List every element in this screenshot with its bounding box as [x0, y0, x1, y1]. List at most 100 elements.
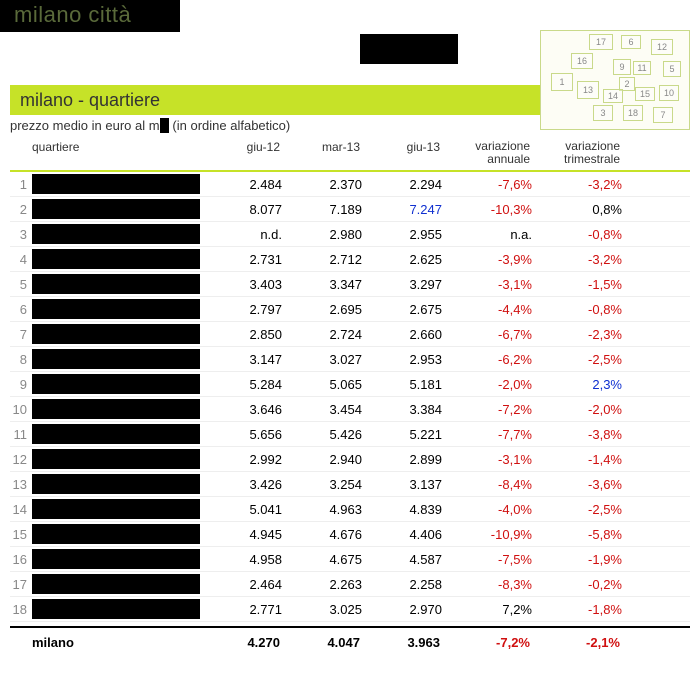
row-number: 12	[10, 452, 32, 467]
cell-giu13: 2.258	[362, 577, 442, 592]
cell-var-trimestrale: -0,8%	[532, 227, 622, 242]
table-footer: . milano 4.270 4.047 3.963 -7,2% -2,1%	[10, 626, 690, 656]
cell-giu13: 2.675	[362, 302, 442, 317]
row-number: 16	[10, 552, 32, 567]
row-number: 4	[10, 252, 32, 267]
map-district-11: 11	[633, 61, 651, 75]
cell-mar13: 4.676	[282, 527, 362, 542]
cell-var-annuale: -6,7%	[442, 327, 532, 342]
cell-giu12: 5.284	[202, 377, 282, 392]
footer-vt: -2,1%	[530, 635, 620, 650]
col-giu13: giu-13	[360, 140, 440, 166]
table-row: 42.7312.7122.625-3,9%-3,2%	[10, 247, 690, 272]
price-table: quartiere giu-12 mar-13 giu-13 variazion…	[10, 140, 690, 656]
table-row: 172.4642.2632.258-8,3%-0,2%	[10, 572, 690, 597]
cell-giu12: 4.958	[202, 552, 282, 567]
cell-var-trimestrale: -2,3%	[532, 327, 622, 342]
cell-giu12: 5.041	[202, 502, 282, 517]
row-number: 5	[10, 277, 32, 292]
cell-mar13: 4.675	[282, 552, 362, 567]
table-row: 122.9922.9402.899-3,1%-1,4%	[10, 447, 690, 472]
cell-giu12: 4.945	[202, 527, 282, 542]
row-number: 14	[10, 502, 32, 517]
district-map: 1761216911512131415103187	[540, 30, 690, 130]
row-number: 17	[10, 577, 32, 592]
table-header: quartiere giu-12 mar-13 giu-13 variazion…	[10, 140, 690, 172]
cell-giu13: 2.294	[362, 177, 442, 192]
col-mar13: mar-13	[280, 140, 360, 166]
quartiere-name-redacted	[32, 224, 200, 244]
table-row: 83.1473.0272.953-6,2%-2,5%	[10, 347, 690, 372]
cell-giu13: 4.839	[362, 502, 442, 517]
cell-giu13: 2.625	[362, 252, 442, 267]
cell-var-trimestrale: -0,8%	[532, 302, 622, 317]
cell-var-trimestrale: -1,5%	[532, 277, 622, 292]
cell-giu12: 2.992	[202, 452, 282, 467]
row-number: 3	[10, 227, 32, 242]
cell-giu13: 2.953	[362, 352, 442, 367]
cell-giu12: 2.771	[202, 602, 282, 617]
cell-mar13: 2.980	[282, 227, 362, 242]
table-row: 28.0777.1897.247-10,3%0,8%	[10, 197, 690, 222]
quartiere-name-redacted	[32, 199, 200, 219]
cell-var-annuale: -2,0%	[442, 377, 532, 392]
cell-giu13: 4.587	[362, 552, 442, 567]
cell-mar13: 3.025	[282, 602, 362, 617]
cell-var-annuale: -4,4%	[442, 302, 532, 317]
quartiere-name-redacted	[32, 524, 200, 544]
cell-giu12: 3.646	[202, 402, 282, 417]
quartiere-name-redacted	[32, 249, 200, 269]
table-row: 72.8502.7242.660-6,7%-2,3%	[10, 322, 690, 347]
col-var-annuale: variazioneannuale	[440, 140, 530, 166]
cell-var-trimestrale: -3,2%	[532, 177, 622, 192]
quartiere-name-redacted	[32, 299, 200, 319]
cell-mar13: 3.027	[282, 352, 362, 367]
cell-giu13: 2.955	[362, 227, 442, 242]
quartiere-name-redacted	[32, 399, 200, 419]
quartiere-name-redacted	[32, 499, 200, 519]
city-title: milano città	[14, 2, 131, 28]
cell-mar13: 2.724	[282, 327, 362, 342]
cell-mar13: 2.940	[282, 452, 362, 467]
row-number: 6	[10, 302, 32, 317]
cell-giu12: 2.731	[202, 252, 282, 267]
map-district-17: 17	[589, 34, 613, 50]
cell-giu12: 8.077	[202, 202, 282, 217]
map-district-3: 3	[593, 105, 613, 121]
cell-giu13: 2.660	[362, 327, 442, 342]
table-row: 154.9454.6764.406-10,9%-5,8%	[10, 522, 690, 547]
cell-mar13: 3.254	[282, 477, 362, 492]
footer-v3: 3.963	[360, 635, 440, 650]
footer-v1: 4.270	[200, 635, 280, 650]
cell-var-trimestrale: 2,3%	[532, 377, 622, 392]
quartiere-name-redacted	[32, 424, 200, 444]
map-district-12: 12	[651, 39, 673, 55]
quartiere-name-redacted	[32, 474, 200, 494]
map-district-14: 14	[603, 89, 623, 103]
cell-var-annuale: -7,2%	[442, 402, 532, 417]
cell-var-annuale: -8,3%	[442, 577, 532, 592]
cell-mar13: 2.370	[282, 177, 362, 192]
table-row: 3n.d.2.9802.955n.a.-0,8%	[10, 222, 690, 247]
sub-header: prezzo medio in euro al m2 (in ordine al…	[10, 118, 290, 133]
row-number: 1	[10, 177, 32, 192]
cell-giu12: 2.484	[202, 177, 282, 192]
row-number: 11	[10, 427, 32, 442]
table-row: 62.7972.6952.675-4,4%-0,8%	[10, 297, 690, 322]
map-district-5: 5	[663, 61, 681, 77]
cell-var-trimestrale: -3,8%	[532, 427, 622, 442]
redacted-box	[360, 34, 458, 64]
cell-giu13: 3.297	[362, 277, 442, 292]
cell-giu13: 4.406	[362, 527, 442, 542]
row-number: 2	[10, 202, 32, 217]
quartiere-name-redacted	[32, 324, 200, 344]
cell-giu12: 5.656	[202, 427, 282, 442]
cell-giu13: 3.384	[362, 402, 442, 417]
table-row: 53.4033.3473.297-3,1%-1,5%	[10, 272, 690, 297]
cell-giu13: 2.970	[362, 602, 442, 617]
table-row: 133.4263.2543.137-8,4%-3,6%	[10, 472, 690, 497]
table-row: 103.6463.4543.384-7,2%-2,0%	[10, 397, 690, 422]
cell-mar13: 4.963	[282, 502, 362, 517]
row-number: 10	[10, 402, 32, 417]
cell-var-annuale: -3,1%	[442, 452, 532, 467]
